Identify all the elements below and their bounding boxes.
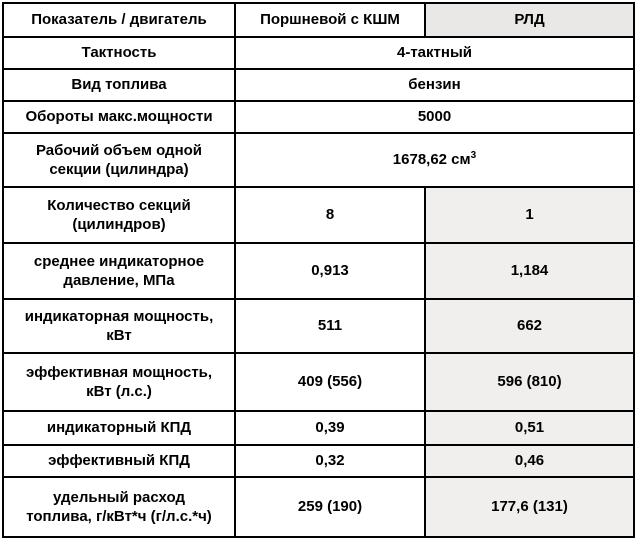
header-row: Показатель / двигатель Поршневой с КШМ Р… [2,2,635,38]
table-row: удельный расход топлива, г/кВт*ч (г/л.с.… [2,476,635,538]
kshm-value-cell: 0,32 [234,444,426,478]
param-label-cell: Тактность [2,36,236,70]
param-label-cell: Вид топлива [2,68,236,102]
kshm-value-cell: 0,39 [234,410,426,446]
table-row: индикаторная мощность, кВт 511 662 [2,298,635,354]
page: Показатель / двигатель Поршневой с КШМ Р… [2,2,635,538]
param-label-cell: эффективная мощность, кВт (л.с.) [2,352,236,412]
table-row: среднее индикаторное давление, МПа 0,913… [2,242,635,300]
table-row: эффективная мощность, кВт (л.с.) 409 (55… [2,352,635,412]
param-label-cell: Обороты макс.мощности [2,100,236,134]
param-label-cell: эффективный КПД [2,444,236,478]
rld-value-cell: 596 (810) [424,352,635,412]
rld-value-cell: 0,51 [424,410,635,446]
table-row: Тактность 4-тактный [2,36,635,70]
param-label-cell: удельный расход топлива, г/кВт*ч (г/л.с.… [2,476,236,538]
table-row: эффективный КПД 0,32 0,46 [2,444,635,478]
kshm-value-cell: 259 (190) [234,476,426,538]
merged-value-cell: бензин [234,68,635,102]
header-rld: РЛД [424,2,635,38]
merged-value-cell: 4-тактный [234,36,635,70]
rld-value-cell: 0,46 [424,444,635,478]
rld-value-cell: 662 [424,298,635,354]
table-row: Количество секций (цилиндров) 8 1 [2,186,635,244]
engine-comparison-table: Показатель / двигатель Поршневой с КШМ Р… [2,2,635,538]
rld-value-cell: 177,6 (131) [424,476,635,538]
rld-value-cell: 1,184 [424,242,635,300]
param-label-cell: индикаторный КПД [2,410,236,446]
kshm-value-cell: 8 [234,186,426,244]
param-label-cell: среднее индикаторное давление, МПа [2,242,236,300]
kshm-value-cell: 409 (556) [234,352,426,412]
merged-value-cell: 1678,62 см3 [234,132,635,188]
table-row: индикаторный КПД 0,39 0,51 [2,410,635,446]
volume-superscript: 3 [470,150,477,162]
param-label-cell: индикаторная мощность, кВт [2,298,236,354]
volume-value: 1678,62 см [392,151,471,169]
table-row: Обороты макс.мощности 5000 [2,100,635,134]
table-row: Рабочий объем одной секции (цилиндра) 16… [2,132,635,188]
table-row: Вид топлива бензин [2,68,635,102]
param-label-cell: Рабочий объем одной секции (цилиндра) [2,132,236,188]
header-kshm: Поршневой с КШМ [234,2,426,38]
kshm-value-cell: 511 [234,298,426,354]
param-label-cell: Количество секций (цилиндров) [2,186,236,244]
header-param: Показатель / двигатель [2,2,236,38]
merged-value-cell: 5000 [234,100,635,134]
kshm-value-cell: 0,913 [234,242,426,300]
rld-value-cell: 1 [424,186,635,244]
